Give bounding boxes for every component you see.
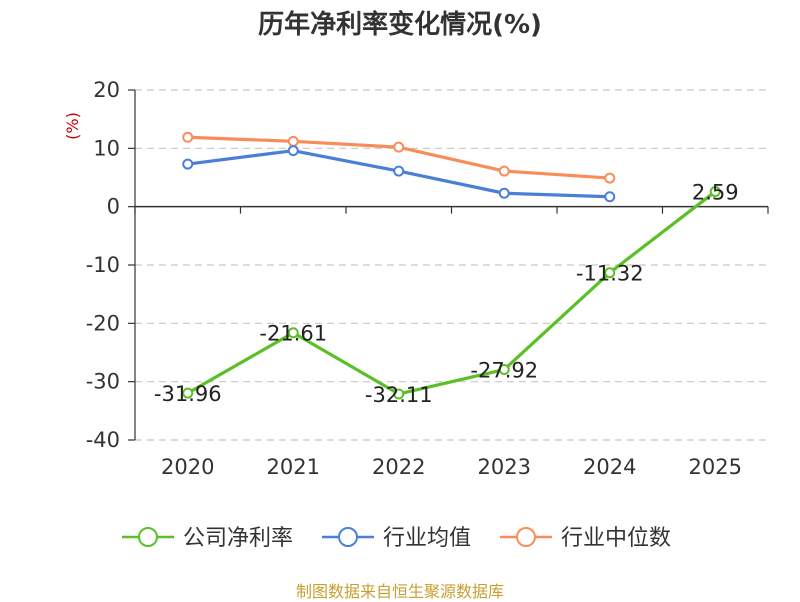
series-line bbox=[186, 190, 717, 396]
data-point bbox=[604, 267, 616, 279]
x-tick-label: 2022 bbox=[372, 455, 425, 479]
legend-label: 行业中位数 bbox=[561, 526, 671, 551]
legend-item[interactable]: 行业均值 bbox=[322, 526, 471, 551]
data-point bbox=[182, 158, 194, 170]
x-tick-label: 2025 bbox=[689, 455, 742, 479]
y-tick-label: 10 bbox=[93, 136, 120, 160]
chart-title: 历年净利率变化情况(%) bbox=[258, 10, 542, 40]
y-tick-label: -40 bbox=[86, 428, 120, 452]
y-tick-label: -20 bbox=[86, 311, 120, 335]
data-label: -11.32 bbox=[576, 262, 644, 286]
data-point bbox=[393, 388, 405, 400]
data-point bbox=[709, 186, 721, 198]
x-tick-label: 2024 bbox=[583, 455, 636, 479]
legend-item[interactable]: 行业中位数 bbox=[500, 526, 671, 551]
data-point bbox=[287, 135, 299, 147]
data-point bbox=[393, 165, 405, 177]
x-tick-label: 2020 bbox=[161, 455, 214, 479]
data-point bbox=[604, 191, 616, 203]
data-point bbox=[393, 141, 405, 153]
data-point bbox=[498, 187, 510, 199]
y-tick-label: -10 bbox=[86, 253, 120, 277]
data-labels: -31.96 -21.61 -32.11 -27.92 -11.32 2.59 bbox=[154, 181, 739, 407]
data-label: -21.61 bbox=[259, 322, 327, 346]
legend-item[interactable]: 公司净利率 bbox=[122, 526, 293, 551]
legend-marker bbox=[338, 527, 358, 547]
data-point bbox=[287, 145, 299, 157]
y-tick-label: -30 bbox=[86, 370, 120, 394]
data-point bbox=[182, 387, 194, 399]
source-note: 制图数据来自恒生聚源数据库 bbox=[295, 582, 504, 601]
legend-marker bbox=[138, 527, 158, 547]
data-label: -31.96 bbox=[154, 382, 222, 406]
y-tick-label: 0 bbox=[107, 195, 120, 219]
data-point bbox=[287, 327, 299, 339]
y-axis-unit-label: (%) bbox=[63, 112, 82, 140]
data-point bbox=[182, 131, 194, 143]
legend-marker bbox=[516, 527, 536, 547]
legend-label: 公司净利率 bbox=[183, 526, 293, 551]
axes: 20 10 0 -10 -20 -30 -40 2020 2021 2022 2023 2024 202… bbox=[86, 78, 769, 479]
gridlines bbox=[135, 89, 768, 441]
x-tick-label: 2023 bbox=[478, 455, 531, 479]
data-label: 2.59 bbox=[692, 181, 739, 205]
data-label: -27.92 bbox=[470, 359, 538, 383]
series bbox=[182, 131, 721, 400]
data-label: -32.11 bbox=[365, 383, 433, 407]
y-tick-label: 20 bbox=[93, 78, 120, 102]
data-point bbox=[498, 364, 510, 376]
legend-label: 行业均值 bbox=[383, 526, 471, 551]
legend[interactable]: 公司净利率 行业均值 行业中位数 bbox=[122, 526, 671, 551]
x-tick-label: 2021 bbox=[267, 455, 320, 479]
data-point bbox=[498, 165, 510, 177]
data-point bbox=[604, 172, 616, 184]
